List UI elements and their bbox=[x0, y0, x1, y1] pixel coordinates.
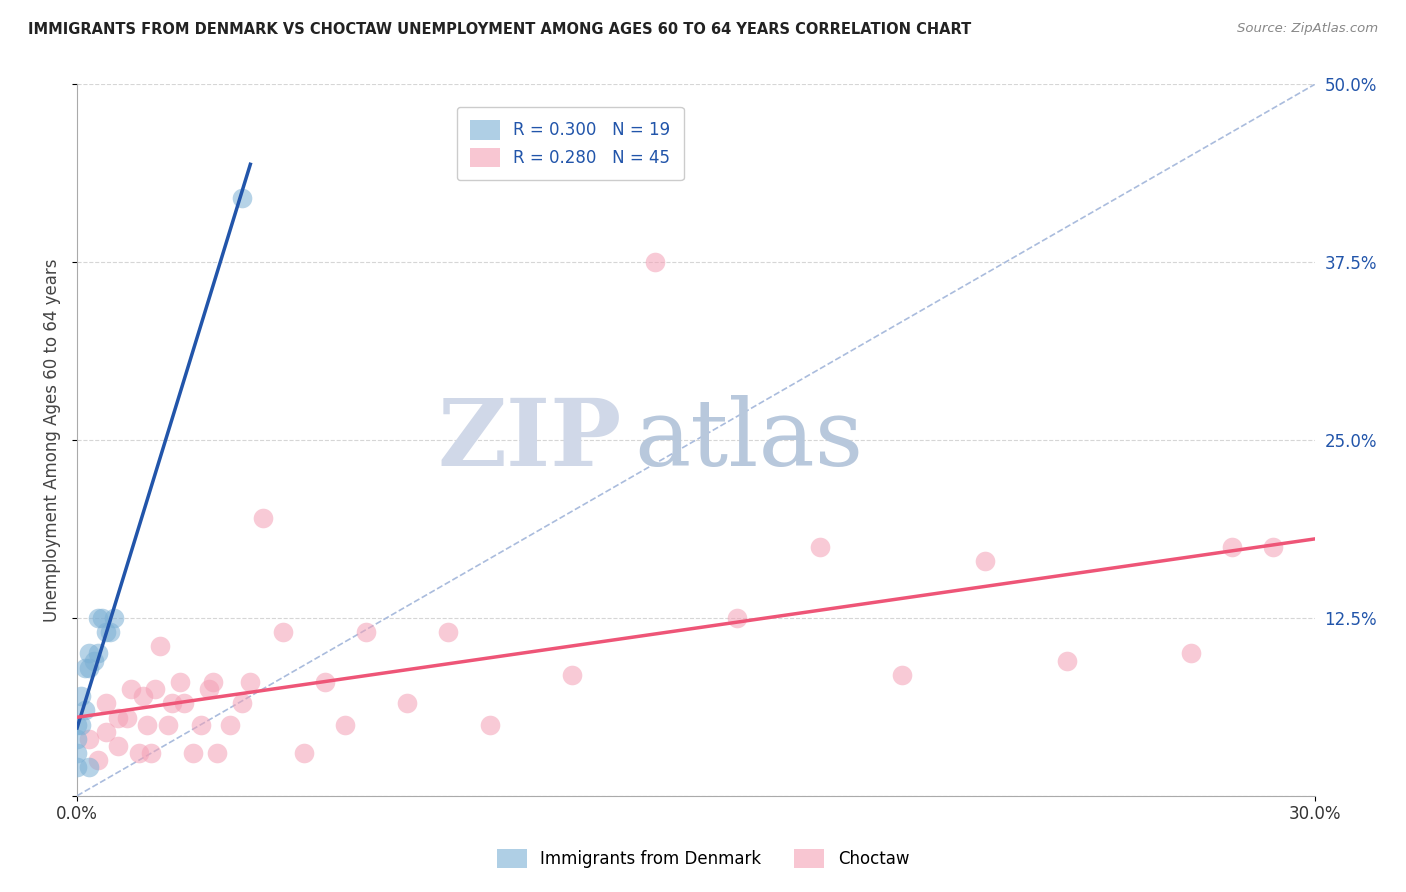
Point bbox=[314, 675, 336, 690]
Point bbox=[561, 668, 583, 682]
Point bbox=[107, 739, 129, 753]
Point bbox=[66, 717, 89, 731]
Text: atlas: atlas bbox=[634, 395, 863, 485]
Point bbox=[83, 654, 105, 668]
Point bbox=[973, 554, 995, 568]
Point bbox=[1220, 540, 1243, 554]
Legend: Immigrants from Denmark, Choctaw: Immigrants from Denmark, Choctaw bbox=[491, 842, 915, 875]
Point bbox=[90, 611, 112, 625]
Point bbox=[202, 675, 225, 690]
Point bbox=[169, 675, 191, 690]
Point bbox=[103, 611, 125, 625]
Point bbox=[231, 191, 253, 205]
Point bbox=[141, 746, 163, 760]
Point bbox=[808, 540, 831, 554]
Point bbox=[252, 511, 274, 525]
Point bbox=[396, 696, 419, 710]
Point bbox=[725, 611, 748, 625]
Point bbox=[478, 717, 501, 731]
Point bbox=[1263, 540, 1285, 554]
Point bbox=[273, 625, 295, 640]
Legend: R = 0.300   N = 19, R = 0.280   N = 45: R = 0.300 N = 19, R = 0.280 N = 45 bbox=[457, 107, 683, 180]
Text: ZIP: ZIP bbox=[437, 395, 621, 485]
Point bbox=[66, 746, 89, 760]
Text: Source: ZipAtlas.com: Source: ZipAtlas.com bbox=[1237, 22, 1378, 36]
Point bbox=[354, 625, 377, 640]
Point bbox=[132, 689, 155, 703]
Point bbox=[292, 746, 315, 760]
Point bbox=[136, 717, 159, 731]
Point bbox=[107, 710, 129, 724]
Point bbox=[156, 717, 179, 731]
Point bbox=[94, 724, 117, 739]
Point bbox=[87, 611, 110, 625]
Y-axis label: Unemployment Among Ages 60 to 64 years: Unemployment Among Ages 60 to 64 years bbox=[44, 259, 60, 622]
Text: IMMIGRANTS FROM DENMARK VS CHOCTAW UNEMPLOYMENT AMONG AGES 60 TO 64 YEARS CORREL: IMMIGRANTS FROM DENMARK VS CHOCTAW UNEMP… bbox=[28, 22, 972, 37]
Point bbox=[218, 717, 240, 731]
Point bbox=[128, 746, 150, 760]
Point bbox=[66, 731, 89, 746]
Point bbox=[98, 625, 121, 640]
Point bbox=[79, 731, 101, 746]
Point bbox=[115, 710, 138, 724]
Point bbox=[1056, 654, 1078, 668]
Point bbox=[79, 661, 101, 675]
Point bbox=[198, 681, 221, 696]
Point bbox=[87, 647, 110, 661]
Point bbox=[644, 255, 666, 269]
Point bbox=[160, 696, 183, 710]
Point bbox=[70, 717, 93, 731]
Point bbox=[75, 661, 97, 675]
Point bbox=[145, 681, 167, 696]
Point bbox=[79, 647, 101, 661]
Point bbox=[94, 696, 117, 710]
Point bbox=[437, 625, 460, 640]
Point bbox=[335, 717, 357, 731]
Point bbox=[190, 717, 212, 731]
Point bbox=[1180, 647, 1202, 661]
Point bbox=[66, 760, 89, 774]
Point bbox=[891, 668, 914, 682]
Point bbox=[94, 625, 117, 640]
Point bbox=[173, 696, 195, 710]
Point bbox=[207, 746, 229, 760]
Point bbox=[87, 753, 110, 767]
Point bbox=[75, 703, 97, 717]
Point bbox=[70, 689, 93, 703]
Point bbox=[149, 640, 172, 654]
Point bbox=[181, 746, 204, 760]
Point bbox=[239, 675, 262, 690]
Point bbox=[120, 681, 142, 696]
Point bbox=[79, 760, 101, 774]
Point bbox=[231, 696, 253, 710]
